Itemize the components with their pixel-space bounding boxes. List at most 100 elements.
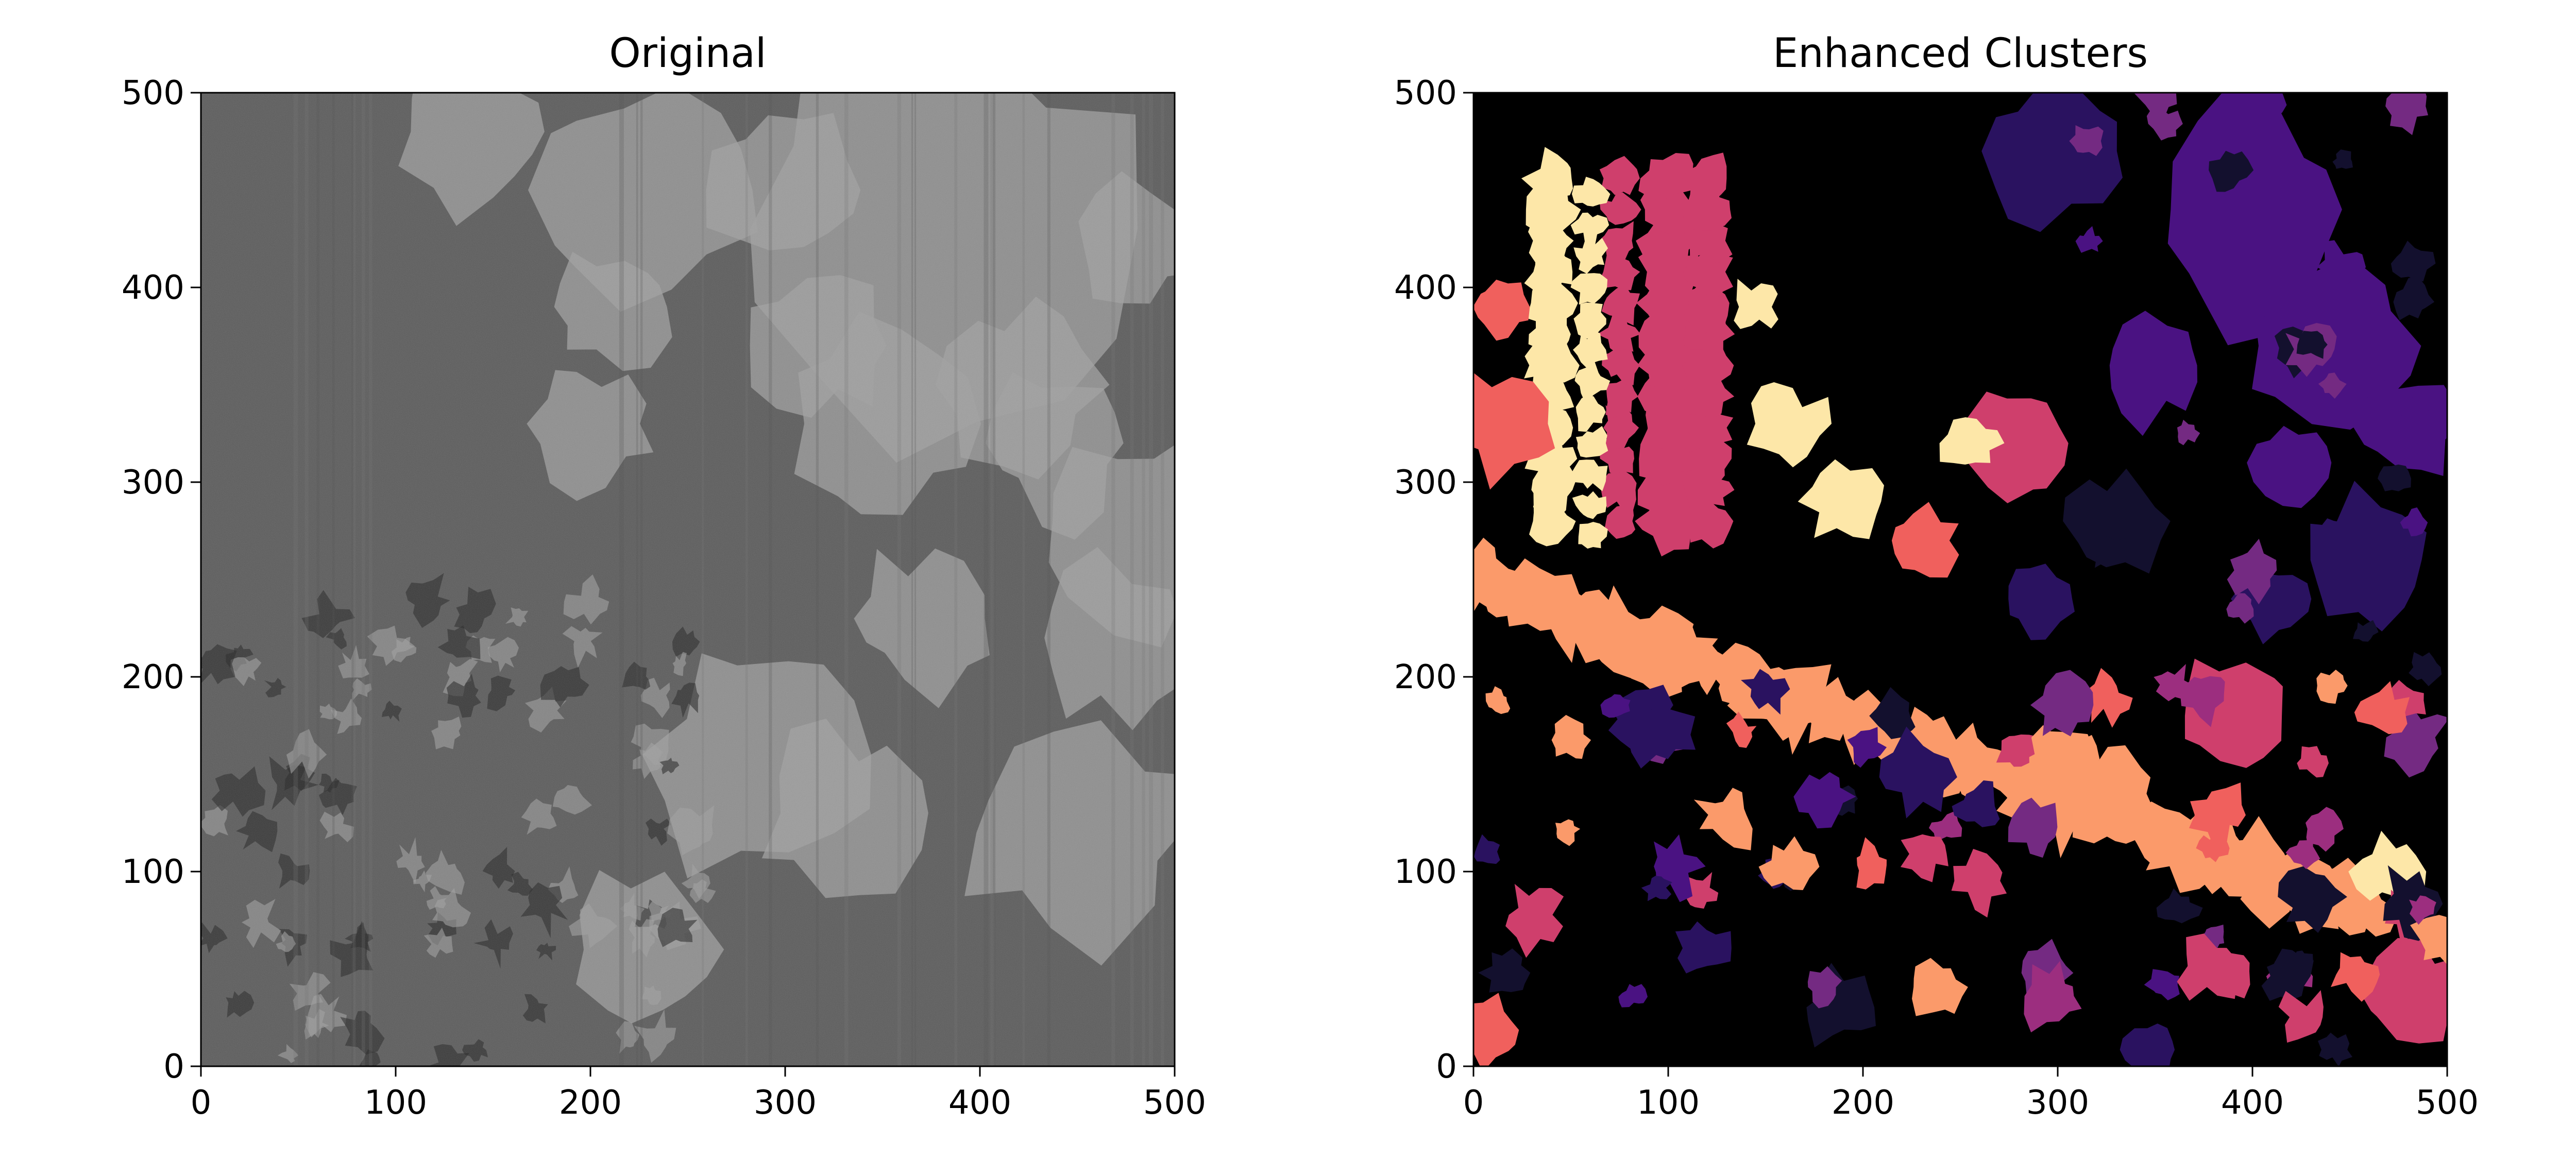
cluster-blob	[2285, 837, 2320, 870]
cluster-blob	[1641, 876, 1672, 901]
y-tick-label: 400	[1394, 269, 1457, 307]
cluster-blob	[2144, 969, 2180, 1000]
cluster-blob	[1505, 883, 1564, 958]
cluster-blob	[2391, 241, 2436, 282]
image-original	[201, 93, 1175, 1066]
cluster-blob	[1638, 153, 1693, 201]
cluster-blob	[1602, 346, 1640, 385]
cluster-blob	[2008, 797, 2058, 858]
cluster-blob	[1869, 687, 1916, 739]
cluster-blob	[1912, 958, 1968, 1016]
cluster-blob	[1570, 212, 1609, 249]
x-tick-label: 0	[191, 1084, 212, 1122]
cluster-blob	[1599, 192, 1641, 225]
cluster-blob	[2377, 464, 2411, 491]
cluster-blob	[2353, 620, 2379, 642]
cluster-blob	[1478, 948, 1531, 993]
x-tick-label: 500	[2416, 1084, 2479, 1122]
x-tick-label: 400	[948, 1084, 1011, 1122]
panel-original: Original 0 100 200 300 400 500 0 100 200 300 400 50…	[122, 30, 1206, 1122]
cluster-blob	[2095, 536, 2128, 568]
cluster-blob	[1939, 417, 2005, 465]
cluster-blob	[2409, 895, 2436, 925]
x-tick-label: 200	[1832, 1084, 1894, 1122]
cluster-blob	[2400, 507, 2428, 537]
cluster-blob	[1551, 714, 1591, 759]
cluster-blob	[2069, 125, 2104, 156]
cluster-blob	[1474, 834, 1500, 864]
cluster-blob	[2075, 226, 2103, 253]
cluster-blob	[1951, 848, 2007, 918]
cluster-blob	[2196, 833, 2230, 862]
cluster-blob	[2154, 664, 2193, 702]
cluster-blob	[1575, 426, 1608, 458]
cluster-blob	[2024, 961, 2082, 1033]
cluster-blob	[2409, 652, 2442, 687]
cluster-blob	[1555, 819, 1581, 846]
cluster-blob	[1473, 372, 1555, 490]
cluster-blob	[1605, 505, 1636, 539]
cluster-blob	[1601, 283, 1640, 326]
cluster-blob	[2156, 888, 2203, 924]
cluster-blob	[2332, 149, 2353, 169]
y-tick-label: 500	[122, 74, 184, 112]
cluster-blob	[1605, 380, 1638, 418]
cluster-blob	[2063, 468, 2171, 574]
cluster-blob	[1599, 221, 1634, 262]
cluster-blob	[2296, 331, 2328, 359]
cluster-blob	[1798, 459, 1884, 539]
cluster-blob	[1571, 177, 1611, 207]
cluster-blob	[2085, 745, 2154, 826]
cluster-blob	[1573, 235, 1608, 274]
cluster-blob	[2410, 915, 2447, 965]
cluster-blob	[2146, 108, 2183, 141]
x-tick-label: 300	[2026, 1084, 2089, 1122]
cluster-blob	[1747, 382, 1832, 468]
axes-frame-original	[200, 92, 1176, 1067]
cluster-blob	[2177, 933, 2239, 1001]
cluster-blob	[1626, 707, 1696, 769]
y-tick-label: 300	[122, 464, 184, 502]
cluster-blob	[1573, 330, 1608, 368]
cluster-blob	[2297, 746, 2329, 778]
cluster-blob	[2398, 391, 2429, 430]
cluster-blob	[2318, 372, 2347, 399]
cluster-blob	[1618, 984, 1648, 1008]
cluster-blob	[1570, 459, 1608, 491]
cluster-blob	[1965, 391, 2069, 503]
x-tick-label: 300	[754, 1084, 817, 1122]
cluster-blob	[2306, 807, 2344, 852]
cluster-blob	[2354, 681, 2410, 735]
cluster-blob	[2331, 952, 2380, 1002]
chart-title-original: Original	[609, 30, 766, 77]
x-tick-label: 400	[2221, 1084, 2284, 1122]
cluster-blob	[2310, 481, 2427, 632]
cluster-blob	[2134, 93, 2177, 118]
cluster-blob	[2177, 419, 2200, 446]
y-tick-label: 100	[1394, 853, 1457, 891]
noise-overlay	[201, 93, 1175, 1066]
cluster-blob	[1600, 694, 1631, 718]
cluster-blob	[1570, 273, 1608, 305]
cluster-blob	[1573, 302, 1606, 339]
cluster-blob	[1473, 279, 1530, 341]
cluster-blob	[1793, 772, 1856, 829]
cluster-blob	[1682, 152, 1727, 209]
cluster-blob	[1599, 156, 1640, 195]
y-tick-label: 400	[122, 269, 184, 307]
cluster-blob	[1856, 837, 1887, 890]
cluster-blob	[2278, 866, 2347, 933]
axes-frame-enhanced	[1472, 92, 2448, 1067]
x-tick-label: 200	[559, 1084, 622, 1122]
cluster-blob	[1654, 834, 1706, 902]
cluster-blob	[1473, 993, 1519, 1066]
y-tick-label: 500	[1394, 74, 1457, 112]
cluster-blob	[2030, 670, 2094, 737]
cluster-blob	[1681, 463, 1735, 515]
cluster-blob	[2120, 1024, 2175, 1066]
cluster-blob	[1575, 395, 1606, 432]
x-tick-label: 500	[1143, 1084, 1206, 1122]
cluster-blob	[2261, 948, 2314, 1001]
cluster-blob	[1734, 279, 1778, 329]
